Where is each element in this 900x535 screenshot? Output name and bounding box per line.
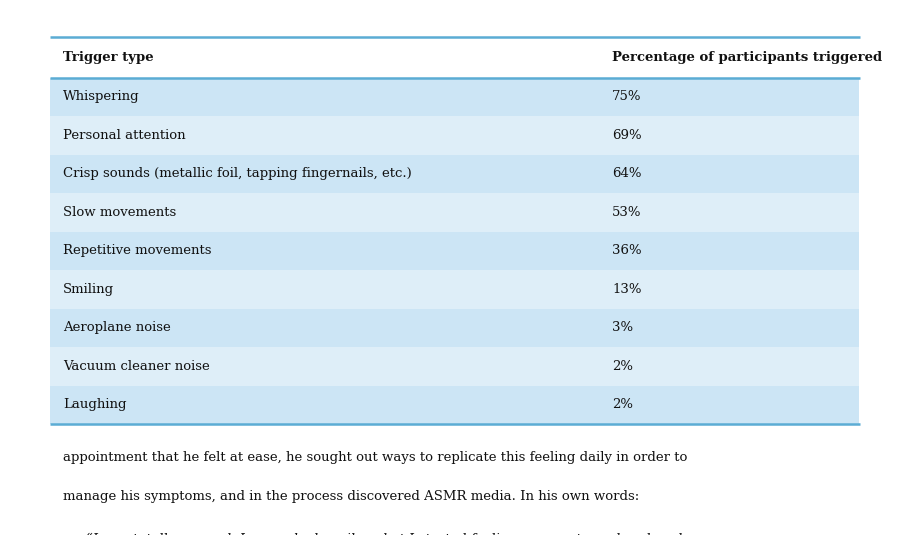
Bar	[50, 309, 859, 347]
Text: Percentage of participants triggered: Percentage of participants triggered	[612, 51, 882, 64]
Text: 13%: 13%	[612, 283, 642, 296]
Bar	[50, 37, 859, 78]
Text: Personal attention: Personal attention	[63, 129, 185, 142]
Text: manage his symptoms, and in the process discovered ASMR media. In his own words:: manage his symptoms, and in the process …	[63, 490, 639, 502]
Bar	[50, 386, 859, 424]
Text: 36%: 36%	[612, 244, 642, 257]
Text: Crisp sounds (metallic foil, tapping fingernails, etc.): Crisp sounds (metallic foil, tapping fin…	[63, 167, 412, 180]
Text: 75%: 75%	[612, 90, 642, 103]
Bar	[50, 193, 859, 232]
Text: 2%: 2%	[612, 399, 633, 411]
Bar	[50, 155, 859, 193]
Text: 64%: 64%	[612, 167, 642, 180]
Text: 3%: 3%	[612, 322, 633, 334]
Text: Vacuum cleaner noise: Vacuum cleaner noise	[63, 360, 210, 373]
Text: 69%: 69%	[612, 129, 642, 142]
Text: 53%: 53%	[612, 206, 642, 219]
Text: Aeroplane noise: Aeroplane noise	[63, 322, 171, 334]
Text: “I was totally amazed, I can only describe what I started feeling as an extremel: “I was totally amazed, I can only descri…	[86, 532, 682, 535]
Text: Trigger type: Trigger type	[63, 51, 154, 64]
Bar	[50, 270, 859, 309]
Text: Whispering: Whispering	[63, 90, 140, 103]
Text: appointment that he felt at ease, he sought out ways to replicate this feeling d: appointment that he felt at ease, he sou…	[63, 451, 688, 464]
Text: Repetitive movements: Repetitive movements	[63, 244, 211, 257]
Text: Slow movements: Slow movements	[63, 206, 176, 219]
Text: 2%: 2%	[612, 360, 633, 373]
Bar	[50, 347, 859, 386]
Bar	[50, 78, 859, 116]
Bar	[50, 116, 859, 155]
Bar	[50, 232, 859, 270]
Text: Smiling: Smiling	[63, 283, 114, 296]
Text: Laughing: Laughing	[63, 399, 127, 411]
